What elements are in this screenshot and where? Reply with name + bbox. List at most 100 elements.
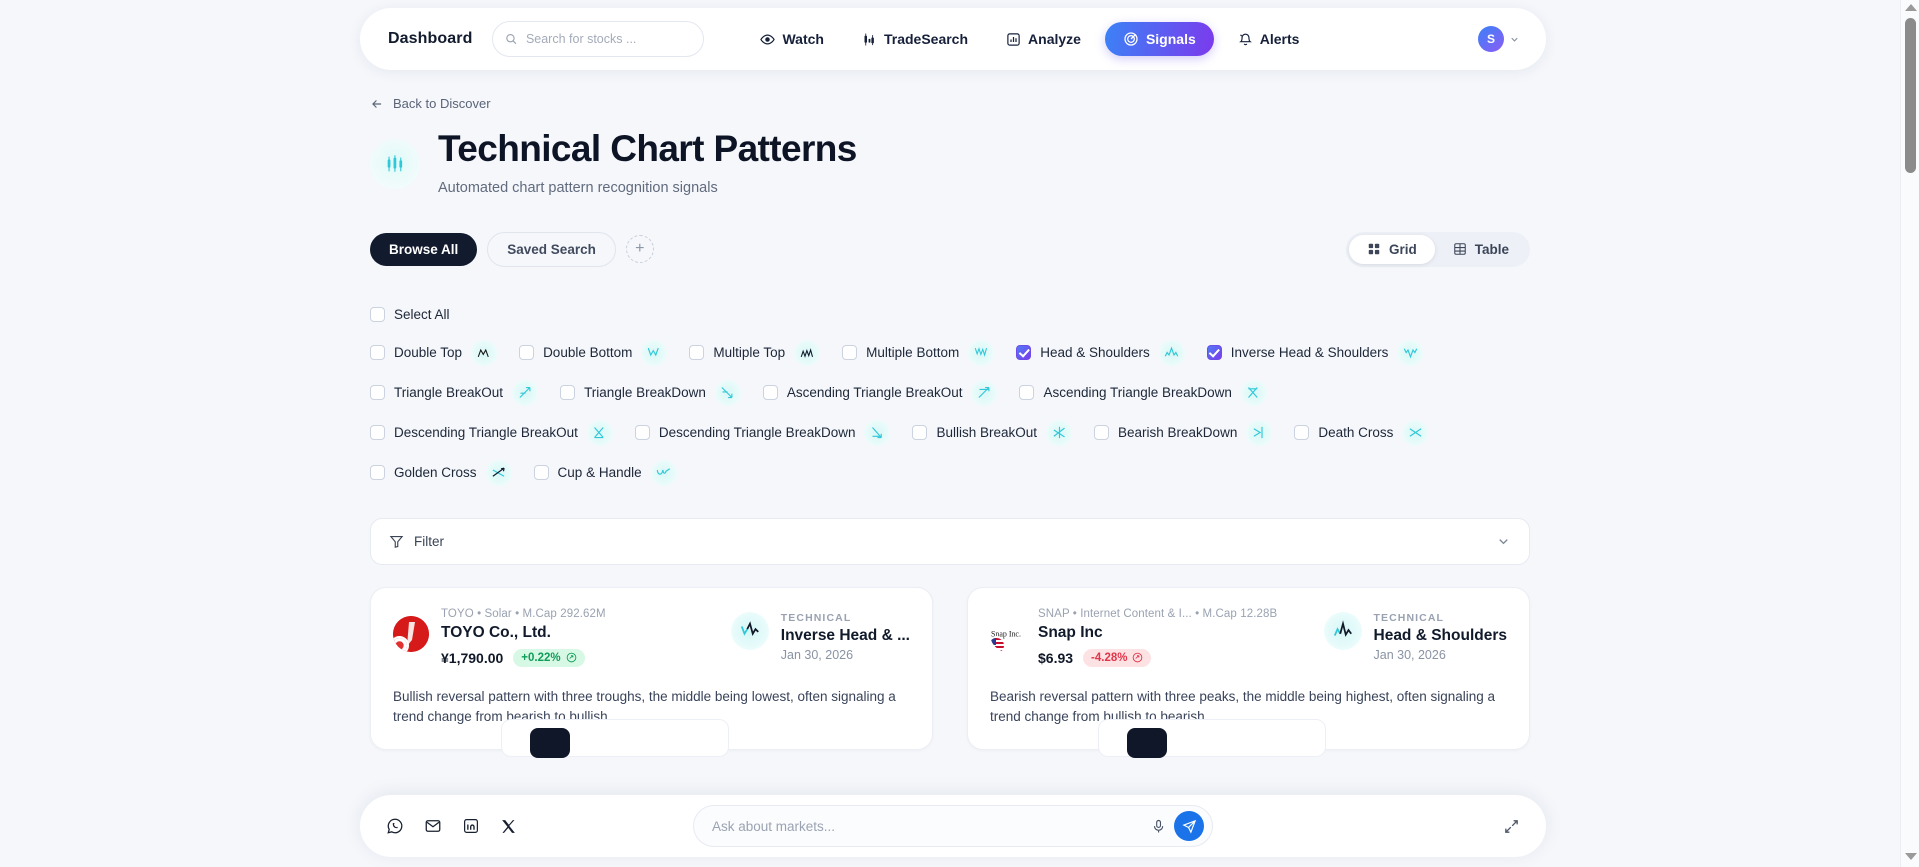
scroll-down-arrow-icon[interactable]: [1904, 853, 1917, 863]
company-name: TOYO Co., Ltd.: [441, 623, 551, 641]
checkbox-box[interactable]: [370, 345, 385, 361]
pattern-double-top[interactable]: Double Top: [370, 339, 498, 366]
pattern-double-bottom[interactable]: Double Bottom: [519, 339, 668, 366]
checkbox-box[interactable]: [842, 345, 858, 361]
bottom-chat-bar: [360, 795, 1546, 857]
nav-item-analyze[interactable]: Analyze: [992, 23, 1095, 55]
expand-icon[interactable]: [1503, 818, 1520, 835]
pattern-inverse-head-shoulders[interactable]: Inverse Head & Shoulders: [1206, 339, 1424, 366]
checkbox-box[interactable]: [1016, 345, 1032, 361]
checkbox-select-all[interactable]: Select All: [370, 306, 450, 322]
send-button[interactable]: [1174, 811, 1204, 841]
signal-card[interactable]: TOYO • Solar • M.Cap 292.62M TOYO Co., L…: [370, 586, 933, 759]
pattern-descending-triangle-breakout[interactable]: Descending Triangle BreakOut: [370, 419, 613, 446]
pattern-multiple-bottom[interactable]: Multiple Bottom: [842, 339, 995, 366]
nav-item-alerts[interactable]: Alerts: [1224, 23, 1314, 55]
add-tab-button[interactable]: +: [625, 235, 654, 264]
signal-card-action-button[interactable]: [501, 719, 729, 759]
pattern-triangle-breakdown[interactable]: Triangle BreakDown: [560, 379, 741, 406]
page-subtitle: Automated chart pattern recognition sign…: [438, 179, 718, 196]
nav-item-signals[interactable]: Signals: [1104, 22, 1214, 56]
ascending-triangle-breakdown-icon: [1240, 379, 1267, 406]
stock-price: ¥1,790.00: [441, 649, 504, 666]
chevron-down-icon[interactable]: [1496, 534, 1511, 549]
double-top-icon: [471, 339, 498, 366]
whatsapp-icon[interactable]: [386, 817, 404, 835]
checkbox-box[interactable]: [1094, 425, 1110, 441]
checkbox-box[interactable]: [1019, 385, 1035, 401]
view-toggle-grid-label: Grid: [1388, 241, 1417, 257]
view-toggle-table[interactable]: Table: [1435, 235, 1527, 264]
signal-card-action-button[interactable]: [1098, 719, 1326, 759]
pattern-death-cross[interactable]: Death Cross: [1294, 419, 1429, 446]
checkbox-box[interactable]: [634, 425, 650, 441]
pattern-head-shoulders[interactable]: Head & Shoulders: [1016, 339, 1185, 366]
pattern-ascending-triangle-breakdown[interactable]: Ascending Triangle BreakDown: [1019, 379, 1267, 406]
microphone-icon[interactable]: [1151, 818, 1166, 835]
signal-category: TECHNICAL: [780, 611, 852, 624]
avatar[interactable]: S: [1478, 26, 1504, 52]
checkbox-box[interactable]: [533, 465, 549, 481]
x-icon[interactable]: [500, 818, 517, 835]
checkbox-box[interactable]: [912, 425, 928, 441]
chat-input[interactable]: [712, 818, 1151, 834]
signal-card-pattern: TECHNICAL Head & Shoulders Jan 30, 2026: [1323, 608, 1507, 662]
bearish-breakdown-icon: [1246, 419, 1273, 446]
back-to-discover-link[interactable]: Back to Discover: [370, 96, 1530, 111]
linkedin-icon[interactable]: [462, 817, 480, 835]
email-icon[interactable]: [424, 817, 442, 835]
page-scrollbar[interactable]: [1900, 0, 1919, 867]
pattern-bearish-breakdown[interactable]: Bearish BreakDown: [1094, 419, 1273, 446]
checkbox-box[interactable]: [370, 465, 385, 481]
search-input[interactable]: [525, 32, 692, 46]
filter-bar[interactable]: Filter: [370, 517, 1530, 565]
checkbox-box[interactable]: [370, 425, 385, 441]
triangle-breakdown-icon: [714, 379, 741, 406]
signal-card-pattern: TECHNICAL Inverse Head & ... Jan 30, 202…: [730, 608, 910, 662]
price-change-badge: +0.22%: [513, 648, 585, 667]
pattern-cup-handle[interactable]: Cup & Handle: [533, 459, 677, 486]
pattern-multiple-top[interactable]: Multiple Top: [689, 339, 821, 366]
triangle-breakout-icon: [512, 379, 539, 406]
pattern-golden-cross[interactable]: Golden Cross: [370, 459, 512, 486]
pattern-row-2: Triangle BreakOut Triangle BreakDown Asc…: [370, 379, 1530, 406]
checkbox-box[interactable]: [1294, 425, 1310, 441]
brand-dashboard-link[interactable]: Dashboard: [388, 30, 473, 47]
scroll-up-arrow-icon[interactable]: [1904, 4, 1917, 14]
checkbox-box[interactable]: [370, 306, 385, 322]
tab-browse-all[interactable]: Browse All: [370, 232, 478, 266]
checkbox-box[interactable]: [1206, 345, 1222, 361]
checkbox-box[interactable]: [519, 345, 535, 361]
target-icon: [1124, 32, 1138, 46]
bar-chart-icon: [1007, 32, 1020, 46]
pattern-triangle-breakout[interactable]: Triangle BreakOut: [370, 379, 539, 406]
company-logo: [393, 615, 429, 652]
pattern-descending-triangle-breakdown[interactable]: Descending Triangle BreakDown: [634, 419, 891, 446]
signal-card[interactable]: Snap Inc.: [967, 586, 1530, 759]
company-meta: SNAP • Internet Content & I... • M.Cap 1…: [1038, 607, 1278, 620]
pattern-label: Double Bottom: [543, 345, 633, 361]
checkbox-box[interactable]: [370, 385, 385, 401]
inverse-head-shoulders-icon: [730, 611, 769, 650]
checkbox-box[interactable]: [689, 345, 705, 361]
view-toggle-grid[interactable]: Grid: [1348, 234, 1435, 264]
bullish-breakout-icon: [1046, 419, 1073, 446]
nav-item-watch[interactable]: Watch: [746, 23, 837, 55]
nav-item-tradesearch[interactable]: TradeSearch: [848, 23, 982, 55]
pattern-label: Triangle BreakOut: [394, 385, 504, 401]
tab-saved-search[interactable]: Saved Search: [487, 231, 616, 267]
chevron-down-icon[interactable]: [1509, 34, 1520, 45]
double-bottom-icon: [641, 339, 668, 366]
price-row: ¥1,790.00 +0.22%: [441, 648, 606, 667]
price-change-value: +0.22%: [521, 651, 561, 664]
chat-input-wrapper[interactable]: [693, 805, 1213, 847]
pattern-ascending-triangle-breakout[interactable]: Ascending Triangle BreakOut: [762, 379, 998, 406]
checkbox-box[interactable]: [762, 385, 778, 401]
top-navigation-bar: Dashboard Watch: [360, 8, 1546, 70]
checkbox-box[interactable]: [560, 385, 576, 401]
pattern-label: Descending Triangle BreakDown: [658, 425, 856, 441]
pattern-bullish-breakout[interactable]: Bullish BreakOut: [912, 419, 1073, 446]
stock-search-box[interactable]: [492, 21, 705, 57]
scrollbar-thumb[interactable]: [1905, 18, 1916, 173]
signal-card-header: Snap Inc.: [990, 608, 1507, 667]
